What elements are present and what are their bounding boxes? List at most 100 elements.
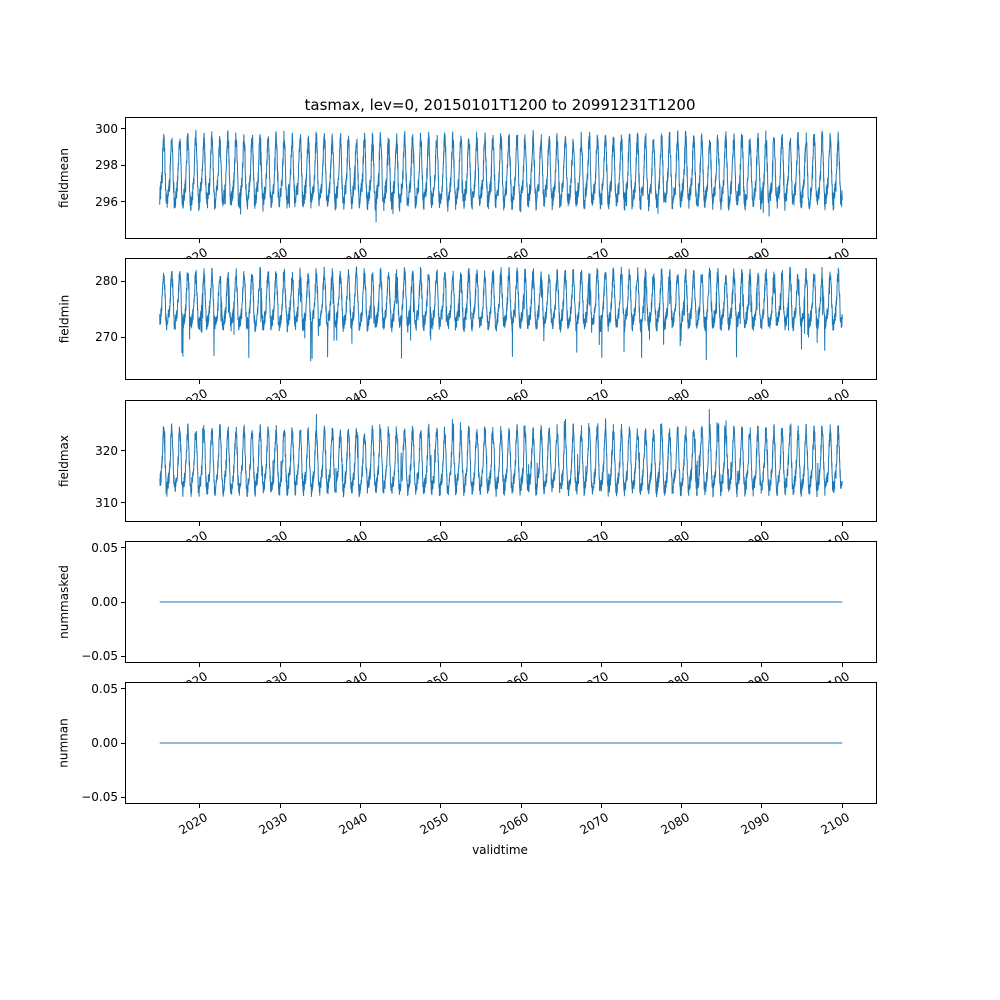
y-axis-label-wrap: nummasked [54,542,74,662]
x-tick [440,239,442,243]
x-tick [841,380,843,384]
y-tick [121,164,125,166]
plot-area-numnan [159,742,843,744]
y-tick-label: 320 [95,443,118,458]
y-tick [121,742,125,744]
x-tick [520,380,522,384]
y-tick [121,280,125,282]
x-tick [681,239,683,243]
x-tick [520,663,522,667]
x-tick [761,663,763,667]
x-tick [359,239,361,243]
y-axis-label-numnan: numnan [57,718,71,768]
y-tick [121,128,125,130]
y-tick [121,336,125,338]
x-tick [600,380,602,384]
plot-area-fieldmin [159,266,843,362]
x-tick [761,380,763,384]
x-tick-label: 2030 [256,810,291,838]
x-tick [841,804,843,808]
subplot-fieldmin: fieldmin27028020202030204020502060207020… [57,258,877,413]
x-tick [199,239,201,243]
x-tick [279,380,281,384]
y-axis-label-wrap: numnan [54,683,74,803]
y-axis-label-fieldmean: fieldmean [57,148,71,208]
y-tick [121,655,125,657]
x-tick [359,380,361,384]
line-fieldmean [159,129,843,223]
x-tick [199,804,201,808]
y-axis-label-wrap: fieldmin [54,259,74,379]
x-axis-label: validtime [472,843,528,857]
x-tick [199,522,201,526]
x-tick [841,522,843,526]
x-tick [841,663,843,667]
x-tick-label: 2050 [417,810,451,838]
x-tick [359,804,361,808]
y-tick-label: 300 [95,121,118,136]
x-tick [600,663,602,667]
y-tick [121,450,125,452]
x-tick [600,522,602,526]
x-tick [761,804,763,808]
y-tick [121,688,125,690]
x-tick [440,663,442,667]
x-tick [359,663,361,667]
x-tick [761,239,763,243]
y-tick-label: 296 [95,194,118,209]
y-tick-label: 270 [95,330,118,345]
y-tick [121,201,125,203]
subplot-fieldmax: fieldmax31032020202030204020502060207020… [57,400,877,555]
subplot-nummasked: nummasked−0.050.000.05202020302040205020… [57,541,877,696]
line-fieldmin [159,266,843,362]
x-tick [279,804,281,808]
subplot-numnan: numnan −0.05 0.00 0.05 2020 2030 2040 2050 2060 2… [57,682,877,837]
x-tick [681,804,683,808]
x-tick [600,239,602,243]
line-fieldmax [159,409,843,498]
y-tick [121,547,125,549]
x-tick [600,804,602,808]
x-tick [681,380,683,384]
x-tick [761,522,763,526]
x-tick-label: 2020 [176,810,210,838]
plot-area-fieldmax [159,409,843,498]
x-tick [279,663,281,667]
plot-area-nummasked [159,601,843,603]
x-tick [440,380,442,384]
x-tick [520,239,522,243]
y-axis-label-wrap: fieldmean [54,118,74,238]
y-axis-label-wrap: fieldmax [54,401,74,521]
x-tick [440,804,442,808]
y-tick-label: −0.05 [81,649,118,664]
y-tick [121,796,125,798]
x-tick [841,239,843,243]
y-axis-label-fieldmin: fieldmin [57,294,71,344]
y-tick-label: 310 [95,495,118,510]
y-axis-label-nummasked: nummasked [57,565,71,639]
y-tick [121,601,125,603]
x-tick-label: 2100 [818,810,853,838]
x-tick-label: 2080 [658,810,692,838]
y-tick-label: 0.00 [91,736,118,750]
y-tick-label: 0.05 [91,540,118,555]
x-tick-label: 2060 [497,810,532,838]
x-tick [199,380,201,384]
plot-area-fieldmean [159,129,843,223]
y-tick [121,502,125,504]
y-axis-label-fieldmax: fieldmax [57,434,72,488]
x-tick-label: 2040 [337,810,371,838]
x-tick [359,522,361,526]
x-tick [520,804,522,808]
x-tick-label: 2090 [738,810,772,838]
x-tick [279,522,281,526]
x-tick [440,522,442,526]
y-tick-label: 280 [95,274,118,289]
y-tick-label: 298 [95,158,118,173]
y-tick-label: −0.05 [81,790,118,805]
y-tick-label: 0.00 [91,595,118,609]
x-tick [520,522,522,526]
subplot-fieldmean: fieldmean2962983002020203020402050206020… [57,117,877,272]
chart-title: tasmax, lev=0, 20150101T1200 to 20991231… [304,96,696,114]
